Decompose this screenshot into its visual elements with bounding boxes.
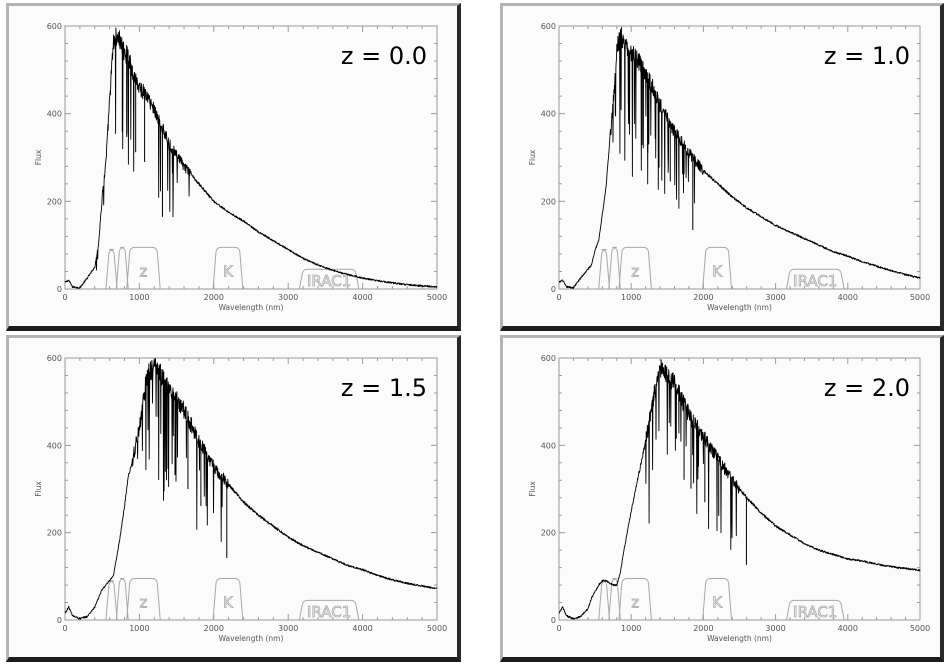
filter-curve-r <box>598 249 611 290</box>
filter-label-irac1: IRAC1 <box>307 603 351 621</box>
filter-curve-i <box>608 246 621 290</box>
filter-curve-i <box>115 246 129 290</box>
x-tick-label: 3000 <box>278 624 298 633</box>
x-tick-label: 2000 <box>693 624 713 633</box>
y-axis-title: Flux <box>34 481 43 497</box>
y-tick-label: 0 <box>57 285 62 294</box>
filter-curve-r <box>105 580 118 621</box>
x-tick-label: 1000 <box>621 624 641 633</box>
y-tick-label: 400 <box>541 110 556 119</box>
filter-curve-irac1 <box>298 268 360 290</box>
y-axis-title: Flux <box>34 149 43 165</box>
plot-frame <box>558 357 921 621</box>
y-tick-label: 0 <box>57 616 62 625</box>
x-tick-label: 5000 <box>910 293 930 302</box>
filter-label-k: K <box>712 593 723 611</box>
filter-curve-irac1 <box>785 268 845 290</box>
redshift-label: z = 0.0 <box>341 42 427 70</box>
plot-frame <box>64 357 438 621</box>
y-tick-label: 400 <box>47 110 62 119</box>
x-tick-label: 4000 <box>838 293 858 302</box>
x-tick-label: 0 <box>62 624 67 633</box>
y-tick-label: 400 <box>47 441 62 450</box>
x-tick-label: 0 <box>556 293 561 302</box>
x-axis-title: Wavelength (nm) <box>707 303 772 312</box>
filter-label-z: z <box>631 593 639 611</box>
filter-curve-k <box>702 246 733 290</box>
filter-label-z: z <box>140 593 148 611</box>
filter-curve-z <box>618 578 652 621</box>
x-tick-label: 4000 <box>352 624 372 633</box>
x-tick-label: 3000 <box>278 293 298 302</box>
filter-curve-k <box>702 578 733 621</box>
filter-label-irac1: IRAC1 <box>793 603 837 621</box>
redshift-label: z = 1.0 <box>824 42 910 70</box>
y-tick-label: 200 <box>541 529 556 538</box>
filter-label-k: K <box>223 262 234 280</box>
y-tick-label: 400 <box>541 441 556 450</box>
spectrum-chart-z0: 0 1000 2000 3000 4000 5000 0 200 400 600 Wavelengt… <box>34 22 447 312</box>
x-tick-label: 2000 <box>693 293 713 302</box>
filter-curve-z <box>126 246 161 290</box>
filter-label-irac1: IRAC1 <box>793 272 837 290</box>
filter-label-irac1: IRAC1 <box>307 272 351 290</box>
x-tick-label: 4000 <box>838 624 858 633</box>
y-axis-title: Flux <box>528 481 537 497</box>
spectrum-line <box>64 357 438 620</box>
y-tick-label: 600 <box>47 22 62 31</box>
spectrum-panel-z0: 0 1000 2000 3000 4000 5000 0 200 400 600 Wavelengt… <box>6 3 461 331</box>
y-tick-label: 200 <box>47 197 62 206</box>
redshift-label: z = 1.5 <box>341 374 427 402</box>
x-tick-label: 5000 <box>427 624 447 633</box>
y-tick-label: 200 <box>47 529 62 538</box>
filter-curve-irac1 <box>785 599 845 621</box>
x-tick-label: 2000 <box>204 624 224 633</box>
spectrum-chart-z2: 0 1000 2000 3000 4000 5000 0 200 400 600 Wavelengt… <box>528 354 930 643</box>
filter-curve-k <box>212 246 244 290</box>
x-tick-label: 2000 <box>204 293 224 302</box>
spectrum-panel-z15: 0 1000 2000 3000 4000 5000 0 200 400 600 Wavelengt… <box>6 335 461 662</box>
filter-label-k: K <box>223 593 234 611</box>
x-tick-label: 4000 <box>352 293 372 302</box>
filter-curve-i <box>608 578 621 621</box>
y-tick-label: 600 <box>47 354 62 363</box>
x-tick-label: 1000 <box>621 293 641 302</box>
x-axis-title: Wavelength (nm) <box>219 303 284 312</box>
x-tick-label: 1000 <box>129 624 149 633</box>
filter-label-z: z <box>140 262 148 280</box>
y-tick-label: 0 <box>551 616 556 625</box>
spectrum-line <box>558 359 921 620</box>
filter-label-k: K <box>712 262 723 280</box>
filter-curve-irac1 <box>298 599 360 621</box>
filter-curve-z <box>618 246 652 290</box>
filter-label-z: z <box>631 262 639 280</box>
x-axis-title: Wavelength (nm) <box>219 634 284 643</box>
filter-curve-z <box>126 578 161 621</box>
spectrum-panel-z2: 0 1000 2000 3000 4000 5000 0 200 400 600 Wavelengt… <box>500 335 944 662</box>
x-tick-label: 3000 <box>765 624 785 633</box>
x-tick-label: 5000 <box>910 624 930 633</box>
y-tick-label: 200 <box>541 197 556 206</box>
filter-curve-r <box>598 580 611 621</box>
plot-frame <box>558 25 921 290</box>
x-tick-label: 3000 <box>765 293 785 302</box>
y-tick-label: 600 <box>541 22 556 31</box>
x-tick-label: 1000 <box>129 293 149 302</box>
spectrum-chart-z1: 0 1000 2000 3000 4000 5000 0 200 400 600 Wavelengt… <box>528 22 930 312</box>
x-tick-label: 0 <box>556 624 561 633</box>
redshift-label: z = 2.0 <box>824 374 910 402</box>
filter-curve-r <box>105 249 118 290</box>
y-axis-title: Flux <box>528 149 537 165</box>
filter-curve-k <box>212 578 244 621</box>
plot-frame <box>64 25 438 290</box>
x-axis-title: Wavelength (nm) <box>707 634 772 643</box>
filter-curve-i <box>115 578 129 621</box>
y-tick-label: 0 <box>551 285 556 294</box>
spectrum-panel-z1: 0 1000 2000 3000 4000 5000 0 200 400 600 Wavelengt… <box>500 3 944 331</box>
spectrum-line <box>558 26 921 289</box>
y-tick-label: 600 <box>541 354 556 363</box>
x-tick-label: 5000 <box>427 293 447 302</box>
spectrum-chart-z15: 0 1000 2000 3000 4000 5000 0 200 400 600 Wavelengt… <box>34 354 447 643</box>
x-tick-label: 0 <box>62 293 67 302</box>
